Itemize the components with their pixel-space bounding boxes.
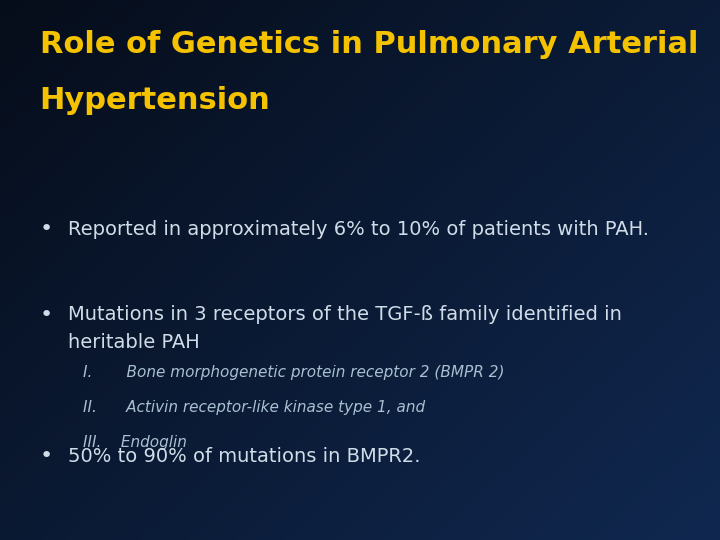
Text: Mutations in 3 receptors of the TGF-ß family identified in
heritable PAH: Mutations in 3 receptors of the TGF-ß fa… bbox=[68, 305, 622, 352]
Text: II.      Activin receptor-like kinase type 1, and: II. Activin receptor-like kinase type 1,… bbox=[83, 400, 425, 415]
Text: •: • bbox=[40, 219, 53, 240]
Text: 50% to 90% of mutations in BMPR2.: 50% to 90% of mutations in BMPR2. bbox=[68, 447, 421, 466]
Text: Role of Genetics in Pulmonary Arterial: Role of Genetics in Pulmonary Arterial bbox=[40, 30, 698, 59]
Text: Reported in approximately 6% to 10% of patients with PAH.: Reported in approximately 6% to 10% of p… bbox=[68, 220, 649, 239]
Text: •: • bbox=[40, 305, 53, 325]
Text: I.       Bone morphogenetic protein receptor 2 (BMPR 2): I. Bone morphogenetic protein receptor 2… bbox=[83, 364, 504, 380]
Text: III.    Endoglin: III. Endoglin bbox=[83, 435, 186, 450]
Text: Hypertension: Hypertension bbox=[40, 86, 270, 116]
Text: •: • bbox=[40, 446, 53, 467]
